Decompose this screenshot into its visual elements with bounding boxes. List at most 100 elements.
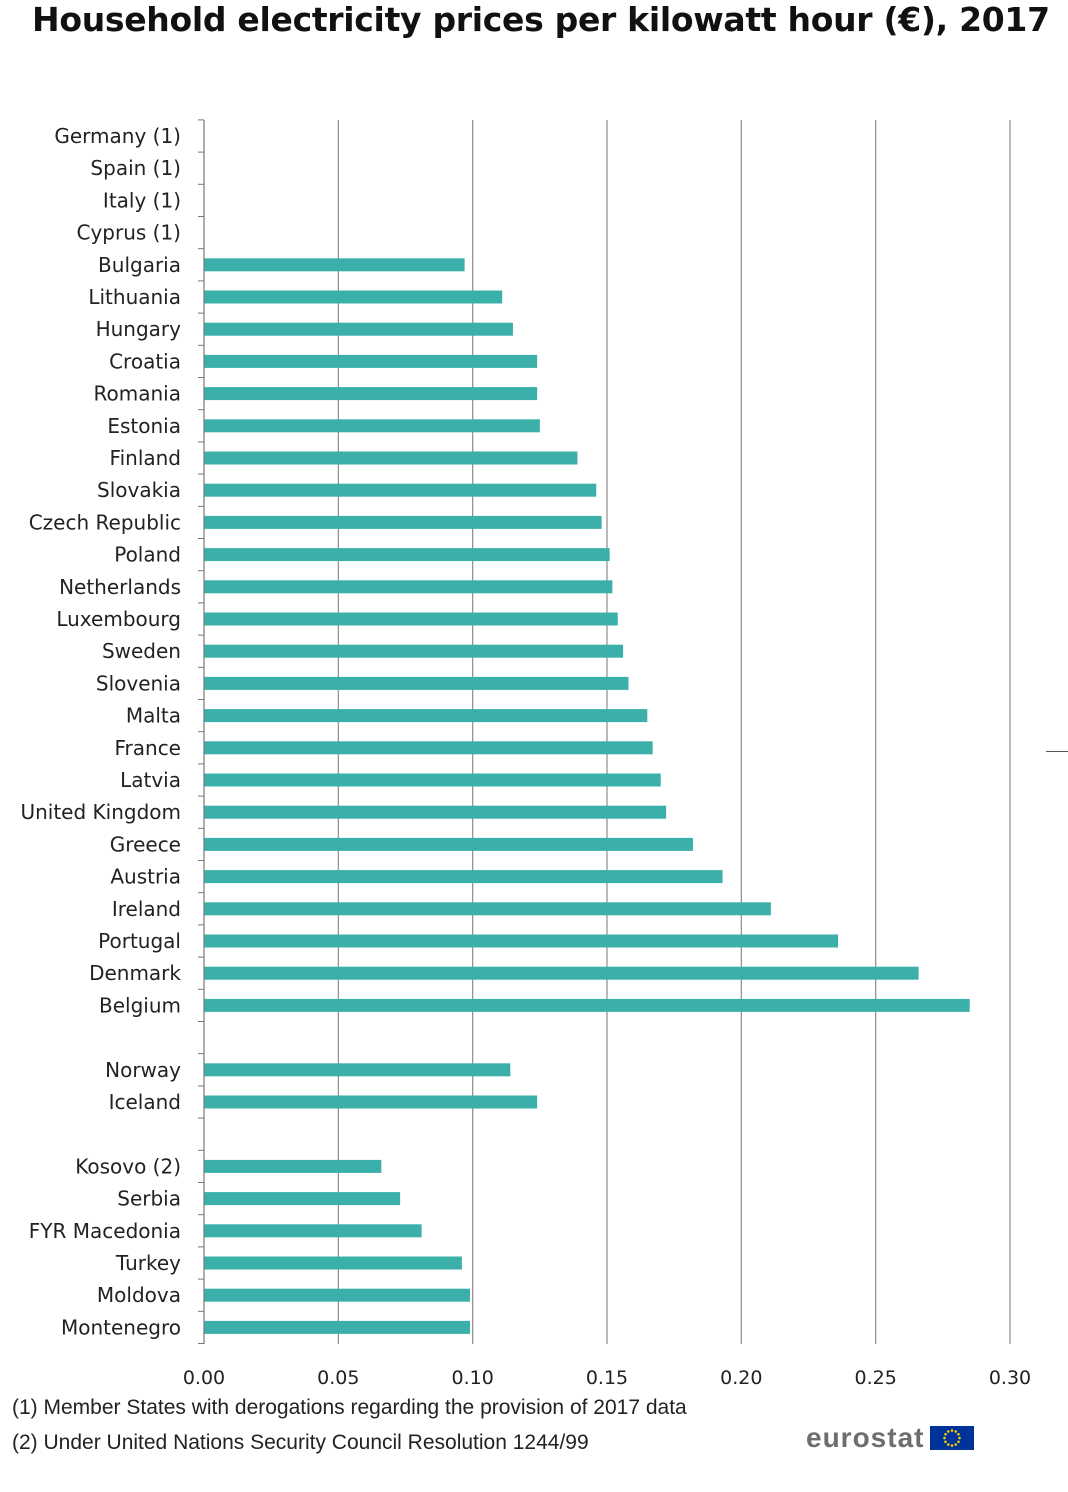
bar [204,870,723,884]
flag-star [951,1429,954,1432]
category-label: Belgium [99,993,181,1017]
eurostat-logo: eurostat [806,1422,975,1454]
flag-star [944,1432,948,1436]
bar [204,1192,401,1206]
category-label: Moldova [97,1283,181,1307]
flag-star [958,1436,962,1440]
bar [204,1320,470,1334]
flag-star [954,1443,958,1446]
footnote-2: (2) Under United Nations Security Counci… [12,1431,589,1454]
category-label: Slovakia [97,478,181,502]
bar [204,1095,538,1109]
x-tick-label: 0.15 [586,1367,628,1389]
category-label: Croatia [109,349,181,373]
bar [204,612,618,626]
category-label: Latvia [120,768,181,792]
bar [204,548,610,562]
flag-star [943,1436,947,1440]
category-label: Serbia [117,1187,181,1211]
category-label: France [114,736,181,760]
bar [204,290,503,304]
bar [204,773,661,787]
category-label: Romania [94,382,181,406]
category-label: FYR Macedonia [29,1219,181,1243]
category-label: Greece [110,832,181,856]
bars [204,258,970,1334]
x-tick-label: 0.00 [183,1367,225,1389]
bar [204,934,839,948]
category-label: Finland [110,446,181,470]
category-label: Norway [105,1058,181,1082]
category-label: Cyprus (1) [76,221,181,245]
bar [204,419,540,433]
category-label: Hungary [96,317,182,341]
category-label: Netherlands [59,575,181,599]
flag-star [947,1430,951,1433]
category-label: Malta [126,704,181,728]
category-label: Lithuania [88,285,181,309]
x-tick-label: 0.30 [989,1367,1031,1389]
x-tick-label: 0.25 [855,1367,897,1389]
category-label: Spain (1) [90,156,181,180]
bar [204,709,648,723]
bar [204,387,538,401]
bar [204,676,629,690]
bar [204,258,465,272]
x-axis-tick-labels: 0.00 0.05 0.10 0.15 0.20 0.25 0.30 [183,1367,1031,1389]
bar [204,354,538,368]
edge-mark [1046,751,1068,752]
category-label: Luxembourg [56,607,181,631]
flag-star [957,1440,961,1444]
category-label: Sweden [102,639,181,663]
y-axis [198,119,205,1344]
category-label: Bulgaria [98,253,181,277]
bar [204,1224,422,1238]
flag-star [957,1432,961,1436]
bar [204,902,771,916]
bar [204,580,613,594]
flag-star [947,1443,951,1446]
bar [204,322,513,336]
category-label: Ireland [112,897,181,921]
bar [204,837,693,851]
category-label: Turkey [115,1251,181,1275]
category-label: Iceland [109,1090,181,1114]
bar [204,1288,470,1302]
category-label: Portugal [98,929,181,953]
bar-chart: Germany (1) Spain (1) Italy (1) Cyprus (1) B… [20,119,1031,1389]
bar [204,1063,511,1077]
category-labels: Germany (1) Spain (1) Italy (1) Cyprus (1) B… [20,124,181,1339]
bar [204,966,919,980]
bar [204,1256,462,1270]
category-label: Czech Republic [29,510,181,534]
flag-star [954,1430,958,1433]
category-label: Kosovo (2) [75,1154,181,1178]
category-label: Poland [114,543,181,567]
bar [204,451,578,465]
gridlines [337,120,1011,1344]
category-label: Germany (1) [54,124,181,148]
category-label: Italy (1) [103,188,181,212]
category-label: Denmark [89,961,181,985]
category-label: Austria [110,865,181,889]
bar [204,515,602,529]
category-label: Estonia [107,414,181,438]
bar [204,644,624,658]
eurostat-wordmark: eurostat [806,1422,925,1453]
flag-star [951,1444,954,1447]
x-tick-label: 0.10 [452,1367,494,1389]
eu-flag-icon [930,1426,975,1450]
bar [204,805,667,819]
footnote-1: (1) Member States with derogations regar… [12,1396,687,1419]
bar [204,998,970,1012]
bar [204,483,597,497]
x-tick-label: 0.20 [720,1367,762,1389]
chart-title: Household electricity prices per kilowat… [32,0,1050,39]
category-label: United Kingdom [20,800,181,824]
x-tick-label: 0.05 [317,1367,359,1389]
flag-star [944,1440,948,1444]
bar [204,741,653,755]
category-label: Montenegro [61,1315,181,1339]
category-label: Slovenia [96,671,181,695]
bar [204,1159,382,1173]
